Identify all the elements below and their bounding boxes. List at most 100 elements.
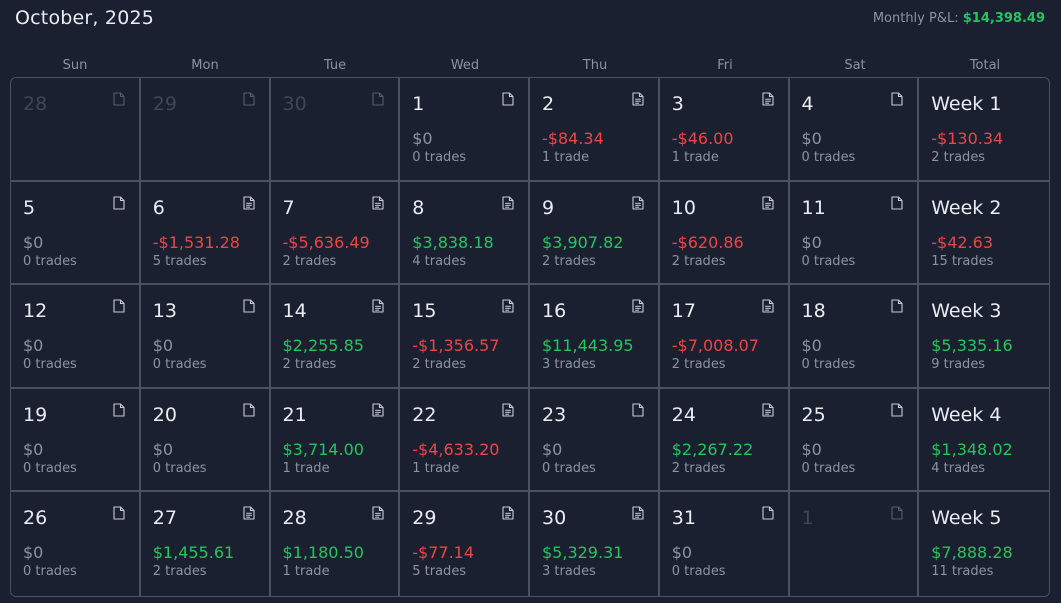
doc-lines-icon[interactable] (632, 298, 644, 313)
week-total-cell[interactable]: Week 1 -$130.34 2 trades (919, 78, 1049, 182)
doc-outline-icon[interactable] (891, 298, 903, 313)
doc-lines-icon[interactable] (372, 195, 384, 210)
day-cell[interactable]: 27 $1,455.61 2 trades (140, 492, 271, 596)
day-cell[interactable]: 19 $0 0 trades (11, 388, 141, 493)
doc-lines-icon[interactable] (632, 195, 644, 210)
doc-outline-icon[interactable] (891, 195, 903, 210)
day-trade-count: 5 trades (412, 564, 467, 580)
doc-lines-icon[interactable] (761, 91, 774, 106)
doc-outline-icon[interactable] (113, 91, 125, 106)
day-cell[interactable]: 13 $0 0 trades (140, 285, 271, 389)
doc-outline-icon[interactable] (242, 402, 255, 417)
day-cell[interactable]: 23 $0 0 trades (530, 388, 660, 493)
day-cell[interactable]: 28 $1,180.50 1 trade (270, 492, 401, 596)
day-number: 30 (542, 507, 567, 530)
day-cell[interactable]: 28 (11, 78, 141, 182)
day-cell[interactable]: 22 -$4,633.20 1 trade (400, 388, 530, 493)
doc-outline-icon[interactable] (113, 195, 125, 210)
day-number: 10 (671, 196, 696, 219)
doc-lines-icon[interactable] (372, 505, 384, 520)
day-cell[interactable]: 1 $0 0 trades (400, 78, 530, 182)
doc-lines-icon[interactable] (632, 91, 644, 106)
doc-outline-icon[interactable] (242, 298, 255, 313)
day-trade-count: 0 trades (412, 150, 467, 165)
day-trade-count: 0 trades (801, 460, 856, 476)
day-cell[interactable]: 21 $3,714.00 1 trade (270, 388, 401, 493)
day-cell[interactable]: 8 $3,838.18 4 trades (400, 181, 530, 286)
doc-lines-icon[interactable] (502, 298, 514, 313)
day-trade-count: 0 trades (23, 253, 77, 269)
day-pnl: -$620.86 (671, 232, 744, 252)
day-cell[interactable]: 14 $2,255.85 2 trades (270, 285, 401, 389)
doc-outline-icon[interactable] (372, 91, 384, 106)
week-total-cell[interactable]: Week 4 $1,348.02 4 trades (919, 388, 1049, 493)
day-cell[interactable]: 17 -$7,008.07 2 trades (659, 285, 790, 389)
week-total-cell[interactable]: Week 3 $5,335.16 9 trades (919, 285, 1049, 389)
day-pnl: $2,255.85 (282, 336, 364, 356)
doc-lines-icon[interactable] (372, 402, 384, 417)
doc-lines-icon[interactable] (242, 195, 255, 210)
day-number: 4 (801, 93, 814, 115)
doc-outline-icon[interactable] (891, 91, 903, 106)
day-pnl: $1,180.50 (282, 543, 364, 563)
week-label: Week 2 (931, 196, 1002, 219)
day-cell[interactable]: 3 -$46.00 1 trade (659, 78, 790, 182)
day-cell[interactable]: 24 $2,267.22 2 trades (659, 388, 790, 493)
day-number: 7 (282, 196, 295, 219)
doc-outline-icon[interactable] (891, 402, 903, 417)
doc-lines-icon[interactable] (372, 298, 384, 313)
day-cell[interactable]: 29 -$77.14 5 trades (400, 492, 530, 596)
day-cell[interactable]: 16 $11,443.95 3 trades (530, 285, 660, 389)
doc-outline-icon[interactable] (113, 505, 125, 520)
day-cell[interactable]: 18 $0 0 trades (789, 285, 920, 389)
day-cell[interactable]: 29 (140, 78, 271, 182)
day-pnl: -$7,008.07 (671, 336, 759, 356)
doc-outline-icon[interactable] (113, 298, 125, 313)
day-cell[interactable]: 6 -$1,531.28 5 trades (140, 181, 271, 286)
doc-lines-icon[interactable] (242, 505, 255, 520)
doc-lines-icon[interactable] (632, 505, 644, 520)
day-number: 15 (412, 300, 437, 323)
day-cell[interactable]: 12 $0 0 trades (11, 285, 141, 389)
doc-lines-icon[interactable] (502, 195, 514, 210)
week-total-cell[interactable]: Week 5 $7,888.28 11 trades (919, 492, 1049, 596)
doc-lines-icon[interactable] (761, 298, 774, 313)
day-cell[interactable]: 26 $0 0 trades (11, 492, 141, 596)
day-pnl: $0 (801, 439, 822, 459)
day-cell[interactable]: 1 (789, 492, 920, 596)
week-total-cell[interactable]: Week 2 -$42.63 15 trades (919, 181, 1049, 286)
day-cell[interactable]: 2 -$84.34 1 trade (530, 78, 660, 182)
day-number: 18 (801, 300, 826, 323)
day-pnl: $0 (801, 336, 822, 356)
day-trade-count: 0 trades (542, 460, 596, 476)
doc-outline-icon[interactable] (242, 91, 255, 106)
doc-lines-icon[interactable] (761, 195, 774, 210)
day-cell[interactable]: 9 $3,907.82 2 trades (530, 181, 660, 286)
doc-lines-icon[interactable] (502, 402, 514, 417)
day-pnl: $3,838.18 (412, 232, 494, 252)
day-cell[interactable]: 30 (270, 78, 401, 182)
day-cell[interactable]: 30 $5,329.31 3 trades (530, 492, 660, 596)
day-number: 28 (282, 507, 307, 530)
doc-outline-icon[interactable] (632, 402, 644, 417)
doc-outline-icon[interactable] (761, 505, 774, 520)
week-pnl: $5,335.16 (931, 336, 1013, 356)
day-cell[interactable]: 10 -$620.86 2 trades (659, 181, 790, 286)
day-cell[interactable]: 5 $0 0 trades (11, 181, 141, 286)
day-number: 21 (282, 403, 307, 426)
day-cell[interactable]: 31 $0 0 trades (659, 492, 790, 596)
doc-lines-icon[interactable] (502, 505, 514, 520)
day-cell[interactable]: 4 $0 0 trades (789, 78, 920, 182)
doc-lines-icon[interactable] (761, 402, 774, 417)
day-cell[interactable]: 15 -$1,356.57 2 trades (400, 285, 530, 389)
day-pnl: $11,443.95 (542, 336, 634, 356)
day-trade-count: 3 trades (542, 357, 596, 373)
day-cell[interactable]: 20 $0 0 trades (140, 388, 271, 493)
day-cell[interactable]: 25 $0 0 trades (789, 388, 920, 493)
weekday-headers: Sun Mon Tue Wed Thu Fri Sat Total (10, 58, 1050, 73)
day-cell[interactable]: 11 $0 0 trades (789, 181, 920, 286)
doc-outline-icon[interactable] (502, 91, 514, 106)
doc-outline-icon[interactable] (891, 505, 903, 520)
doc-outline-icon[interactable] (113, 402, 125, 417)
day-cell[interactable]: 7 -$5,636.49 2 trades (270, 181, 401, 286)
